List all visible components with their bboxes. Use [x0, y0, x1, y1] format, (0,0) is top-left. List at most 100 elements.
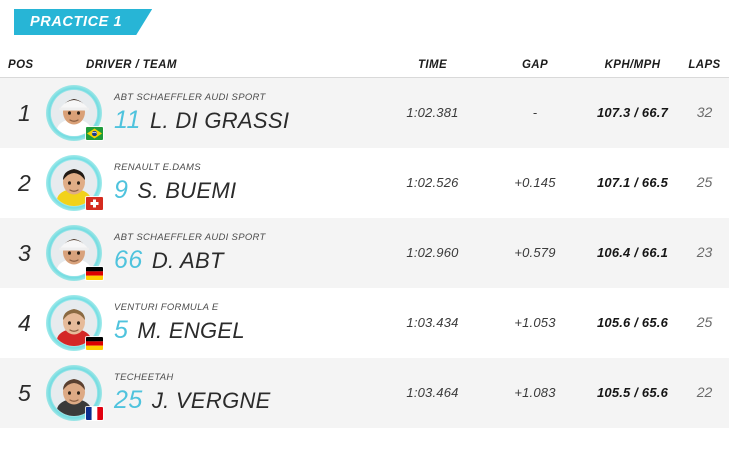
driver-cell[interactable]: ABT SCHAEFFLER AUDI SPORT 66 D. ABT: [46, 225, 380, 281]
table-body: 1 ABT SCHAEFFLER AUDI SPORT 11 L. DI GRASSI…: [0, 78, 729, 428]
table-row[interactable]: 2 RENAULT E.DAMS 9 S. BUEMI 1:02.526 +0.145 10…: [0, 148, 729, 218]
avatar: [46, 155, 103, 211]
gap-value: -: [532, 105, 538, 120]
driver-name: S. BUEMI: [137, 177, 237, 203]
position-number: 1: [18, 99, 31, 126]
team-name: RENAULT E.DAMS: [114, 162, 201, 174]
gap-value: +0.579: [514, 245, 556, 260]
table-header-row: POS DRIVER / TEAM TIME GAP KPH/MPH LAPS: [0, 52, 729, 78]
driver-portrait: [51, 300, 97, 346]
team-name: TECHEETAH: [114, 372, 174, 384]
driver-cell[interactable]: RENAULT E.DAMS 9 S. BUEMI: [46, 155, 380, 211]
results-table: POS DRIVER / TEAM TIME GAP KPH/MPH LAPS …: [0, 52, 729, 428]
position-cell: 1: [0, 100, 46, 127]
speed-cell: 105.6 / 65.6: [585, 314, 680, 332]
laps-cell: 23: [680, 244, 729, 262]
gap-value: +1.053: [514, 315, 556, 330]
gap-cell: +0.145: [485, 174, 585, 192]
nationality-flag-icon: [86, 127, 103, 140]
car-number: 11: [114, 105, 141, 134]
position-number: 2: [18, 169, 31, 196]
lap-time: 1:03.434: [406, 315, 459, 330]
position-cell: 3: [0, 240, 46, 267]
lap-time: 1:02.381: [406, 105, 459, 120]
gap-value: +0.145: [514, 175, 556, 190]
driver-name: L. DI GRASSI: [149, 107, 290, 133]
driver-portrait: [51, 370, 97, 416]
avatar: [46, 365, 103, 421]
avatar: [46, 85, 103, 141]
position-number: 5: [18, 379, 31, 406]
speed-value: 105.5 / 65.6: [596, 385, 669, 400]
speed-cell: 105.5 / 65.6: [585, 384, 680, 402]
header-time: TIME: [417, 58, 448, 71]
laps-value: 23: [696, 244, 713, 260]
driver-cell[interactable]: TECHEETAH 25 J. VERGNE: [46, 365, 380, 421]
time-cell: 1:03.434: [380, 314, 485, 332]
position-cell: 2: [0, 170, 46, 197]
gap-cell: +1.083: [485, 384, 585, 402]
driver-name: J. VERGNE: [151, 387, 271, 413]
header-laps: LAPS: [688, 58, 721, 71]
team-name: ABT SCHAEFFLER AUDI SPORT: [114, 232, 266, 244]
speed-value: 107.1 / 66.5: [596, 175, 669, 190]
speed-value: 105.6 / 65.6: [596, 315, 669, 330]
nationality-flag-icon: [86, 337, 103, 350]
table-row[interactable]: 4 VENTURI FORMULA E 5 M. ENGEL 1:03.434 +1.05…: [0, 288, 729, 358]
driver-portrait: [51, 90, 97, 136]
speed-cell: 107.1 / 66.5: [585, 174, 680, 192]
speed-cell: 107.3 / 66.7: [585, 104, 680, 122]
laps-cell: 25: [680, 314, 729, 332]
avatar: [46, 225, 103, 281]
banner-container: PRACTICE 1: [0, 0, 729, 38]
car-number: 66: [114, 245, 143, 274]
driver-name: M. ENGEL: [137, 317, 245, 343]
time-cell: 1:02.381: [380, 104, 485, 122]
lap-time: 1:02.526: [406, 175, 459, 190]
lap-time: 1:03.464: [406, 385, 459, 400]
nationality-flag-icon: [86, 267, 103, 280]
position-cell: 4: [0, 310, 46, 337]
car-number: 5: [114, 315, 129, 344]
speed-value: 107.3 / 66.7: [596, 105, 669, 120]
laps-value: 25: [696, 174, 713, 190]
gap-cell: +1.053: [485, 314, 585, 332]
laps-cell: 25: [680, 174, 729, 192]
table-row[interactable]: 3 ABT SCHAEFFLER AUDI SPORT 66 D. ABT 1:02.9…: [0, 218, 729, 288]
header-gap: GAP: [521, 58, 549, 71]
nationality-flag-icon: [86, 407, 103, 420]
gap-value: +1.083: [514, 385, 556, 400]
team-name: ABT SCHAEFFLER AUDI SPORT: [114, 92, 266, 104]
table-row[interactable]: 5 TECHEETAH 25 J. VERGNE 1:03.464 +1.083 105.5…: [0, 358, 729, 428]
speed-value: 106.4 / 66.1: [596, 245, 669, 260]
position-number: 3: [18, 239, 31, 266]
team-name: VENTURI FORMULA E: [114, 302, 219, 314]
driver-portrait: [51, 160, 97, 206]
laps-value: 32: [696, 104, 713, 120]
laps-value: 22: [696, 384, 713, 400]
table-row[interactable]: 1 ABT SCHAEFFLER AUDI SPORT 11 L. DI GRASSI…: [0, 78, 729, 148]
driver-cell[interactable]: VENTURI FORMULA E 5 M. ENGEL: [46, 295, 380, 351]
laps-cell: 32: [680, 104, 729, 122]
time-cell: 1:03.464: [380, 384, 485, 402]
car-number: 9: [114, 175, 129, 204]
gap-cell: -: [485, 104, 585, 122]
nationality-flag-icon: [86, 197, 103, 210]
car-number: 25: [114, 385, 143, 414]
time-cell: 1:02.960: [380, 244, 485, 262]
header-pos: POS: [8, 58, 34, 71]
driver-name: D. ABT: [151, 247, 224, 273]
laps-value: 25: [696, 314, 713, 330]
laps-cell: 22: [680, 384, 729, 402]
speed-cell: 106.4 / 66.1: [585, 244, 680, 262]
position-number: 4: [18, 309, 31, 336]
time-cell: 1:02.526: [380, 174, 485, 192]
position-cell: 5: [0, 380, 46, 407]
header-driver: DRIVER / TEAM: [86, 58, 177, 71]
lap-time: 1:02.960: [406, 245, 459, 260]
header-speed: KPH/MPH: [604, 58, 661, 71]
session-banner: PRACTICE 1: [14, 9, 152, 35]
gap-cell: +0.579: [485, 244, 585, 262]
avatar: [46, 295, 103, 351]
driver-cell[interactable]: ABT SCHAEFFLER AUDI SPORT 11 L. DI GRASSI: [46, 85, 380, 141]
